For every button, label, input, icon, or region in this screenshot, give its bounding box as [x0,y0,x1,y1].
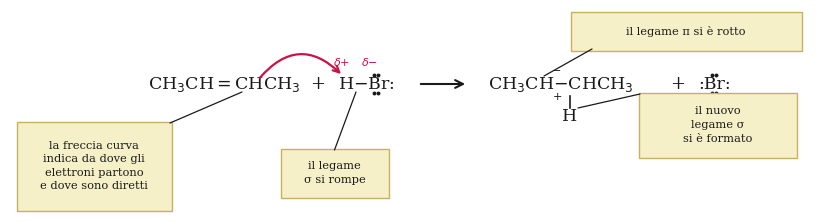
FancyBboxPatch shape [638,93,796,157]
FancyBboxPatch shape [281,149,388,198]
Text: +: + [670,75,685,93]
Text: CH$_3$CH$-$CHCH$_3$: CH$_3$CH$-$CHCH$_3$ [488,75,633,93]
FancyBboxPatch shape [570,11,801,50]
FancyBboxPatch shape [17,121,171,211]
Text: la freccia curva
indica da dove gli
elettroni partono
e dove sono diretti: la freccia curva indica da dove gli elet… [40,141,148,191]
Text: il legame π si è rotto: il legame π si è rotto [627,26,746,37]
Text: il nuovo
legame σ
si è formato: il nuovo legame σ si è formato [683,106,752,144]
Text: H$-$Br:: H$-$Br: [338,75,395,93]
Text: $\delta$$-$: $\delta$$-$ [360,56,377,68]
Text: H: H [562,108,578,125]
FancyArrowPatch shape [260,54,339,78]
Text: CH$_3$CH$=$CHCH$_3$: CH$_3$CH$=$CHCH$_3$ [148,75,301,93]
Text: :Br:: :Br: [698,75,731,93]
Text: $\delta$+: $\delta$+ [333,56,349,68]
Text: −: − [553,66,562,76]
Text: +: + [311,75,326,93]
Text: il legame
σ si rompe: il legame σ si rompe [303,161,365,185]
Text: +: + [553,92,562,102]
